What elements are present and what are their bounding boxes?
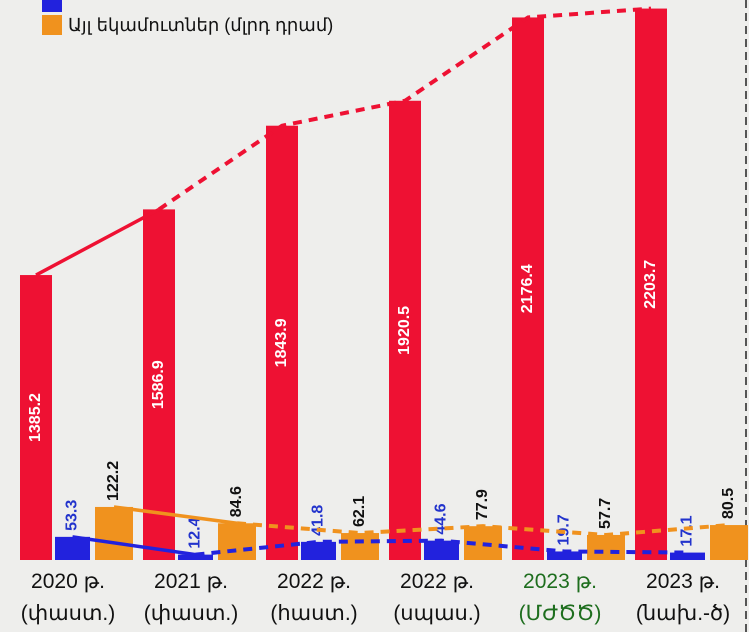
value-label: 80.5: [720, 488, 737, 519]
value-label: 53.3: [64, 500, 81, 531]
value-label: 1920.5: [396, 306, 413, 355]
x-tick-label: (հաստ.): [270, 602, 357, 625]
value-label: 1843.9: [273, 318, 290, 367]
x-tick-label: 2022 թ.: [277, 570, 351, 593]
bar: [341, 533, 379, 560]
chart: Այլ եկամուտներ (մլրդ դրամ) 1385.2 1586.9 18…: [0, 0, 749, 632]
x-tick-label: (ՄԺԾԾ): [519, 602, 602, 625]
value-label: 1586.9: [150, 360, 167, 409]
x-tick-label: (փաստ.): [21, 602, 115, 625]
legend-label: Այլ եկամուտներ (մլրդ դրամ): [68, 15, 333, 35]
bar: [710, 525, 748, 560]
trend-line-solid: [36, 209, 159, 275]
value-label: 62.1: [351, 496, 368, 527]
value-label: 2176.4: [519, 264, 536, 313]
x-tick-label: (փաստ.): [144, 602, 238, 625]
bar: [178, 555, 213, 560]
legend-swatch: [42, 0, 62, 12]
value-label: 17.1: [679, 515, 696, 546]
bar: [95, 507, 133, 560]
x-tick-label: (նախ.-ծ): [636, 602, 730, 625]
value-label: 122.2: [105, 461, 122, 501]
value-label: 77.9: [474, 489, 491, 520]
bar: [218, 523, 256, 560]
value-label: 1385.2: [27, 393, 44, 442]
x-tick-label: 2022 թ.: [400, 570, 474, 593]
legend-swatch: [42, 15, 62, 35]
value-label: 84.6: [228, 486, 245, 517]
x-tick-label: 2023 թ.: [523, 570, 597, 593]
bar: [587, 535, 625, 560]
x-tick-label: (սպաս.): [393, 602, 480, 625]
trend-line-solid: [73, 537, 196, 555]
x-tick-label: 2020 թ.: [31, 570, 105, 593]
value-label: 57.7: [597, 498, 614, 529]
value-label: 2203.7: [642, 260, 659, 309]
x-tick-label: 2023 թ.: [646, 570, 720, 593]
x-tick-label: 2021 թ.: [154, 570, 228, 593]
bar: [301, 542, 336, 560]
value-label: 12.4: [187, 517, 204, 548]
